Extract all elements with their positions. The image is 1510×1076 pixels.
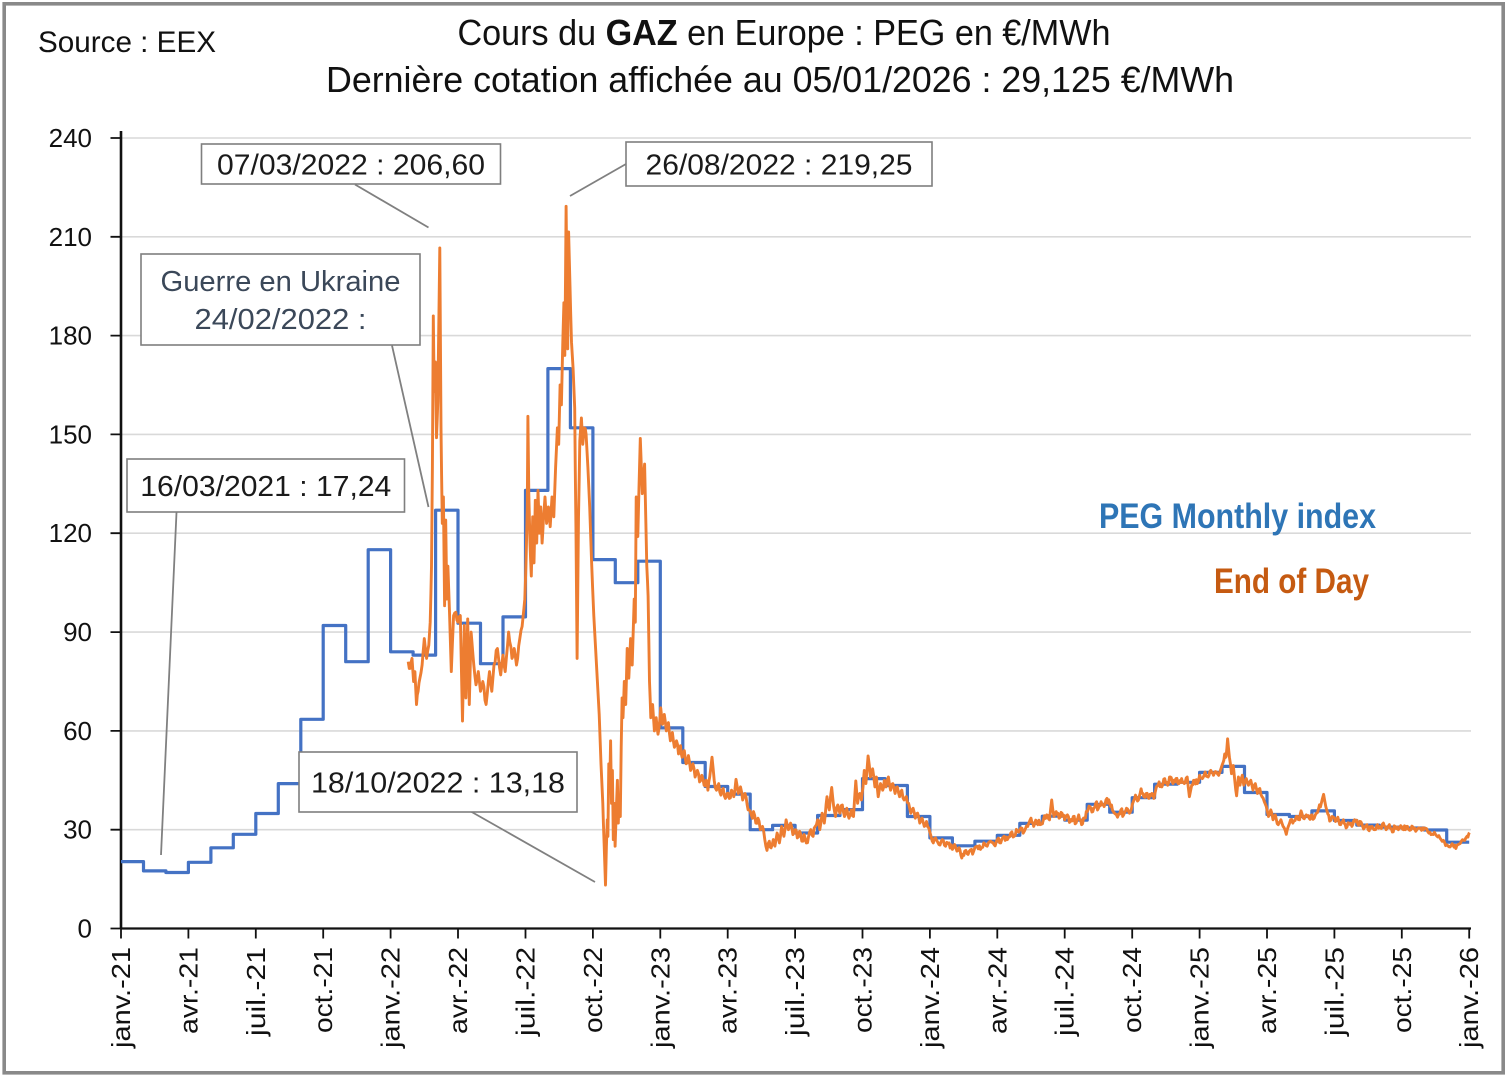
svg-text:janv.-24: janv.-24 bbox=[915, 947, 945, 1049]
svg-text:24/02/2022 :: 24/02/2022 : bbox=[195, 304, 367, 336]
svg-text:Dernière cotation affichée au: Dernière cotation affichée au 05/01/2026… bbox=[326, 59, 1234, 100]
svg-text:avr.-23: avr.-23 bbox=[713, 947, 743, 1034]
svg-text:janv.-25: janv.-25 bbox=[1185, 947, 1215, 1049]
svg-text:janv.-22: janv.-22 bbox=[376, 947, 406, 1049]
svg-text:janv.-21: janv.-21 bbox=[106, 947, 136, 1049]
svg-text:oct.-23: oct.-23 bbox=[848, 947, 878, 1033]
svg-text:90: 90 bbox=[63, 617, 92, 647]
svg-text:240: 240 bbox=[49, 123, 92, 153]
svg-text:210: 210 bbox=[49, 222, 92, 252]
svg-text:avr.-25: avr.-25 bbox=[1252, 947, 1282, 1034]
svg-text:30: 30 bbox=[63, 815, 92, 845]
svg-text:16/03/2021 : 17,24: 16/03/2021 : 17,24 bbox=[140, 471, 391, 503]
svg-text:18/10/2022 : 13,18: 18/10/2022 : 13,18 bbox=[311, 767, 565, 799]
svg-text:0: 0 bbox=[78, 914, 92, 944]
svg-text:janv.-26: janv.-26 bbox=[1454, 947, 1484, 1049]
svg-text:avr.-21: avr.-21 bbox=[173, 947, 203, 1034]
svg-text:avr.-22: avr.-22 bbox=[443, 947, 473, 1034]
svg-text:juil.-22: juil.-22 bbox=[511, 947, 541, 1037]
svg-text:juil.-25: juil.-25 bbox=[1319, 947, 1349, 1037]
svg-text:07/03/2022 : 206,60: 07/03/2022 : 206,60 bbox=[217, 149, 485, 181]
svg-text:juil.-23: juil.-23 bbox=[780, 947, 810, 1037]
svg-text:Guerre en Ukraine: Guerre en Ukraine bbox=[161, 266, 401, 298]
svg-text:janv.-23: janv.-23 bbox=[645, 947, 675, 1049]
svg-text:Source : EEX: Source : EEX bbox=[38, 26, 216, 59]
svg-text:26/08/2022 : 219,25: 26/08/2022 : 219,25 bbox=[646, 149, 913, 181]
svg-text:60: 60 bbox=[63, 716, 92, 746]
svg-text:juil.-21: juil.-21 bbox=[241, 947, 271, 1037]
svg-text:End of Day: End of Day bbox=[1214, 562, 1369, 601]
svg-text:juil.-24: juil.-24 bbox=[1050, 947, 1080, 1037]
svg-text:150: 150 bbox=[49, 419, 92, 449]
svg-text:180: 180 bbox=[49, 321, 92, 351]
svg-text:oct.-25: oct.-25 bbox=[1387, 947, 1417, 1033]
svg-text:Cours du GAZ en Europe : PEG e: Cours du GAZ en Europe : PEG en €/MWh bbox=[458, 12, 1111, 53]
svg-text:oct.-24: oct.-24 bbox=[1117, 947, 1147, 1033]
svg-text:oct.-22: oct.-22 bbox=[578, 947, 608, 1033]
svg-text:avr.-24: avr.-24 bbox=[982, 947, 1012, 1034]
svg-text:PEG Monthly index: PEG Monthly index bbox=[1099, 497, 1376, 536]
svg-text:120: 120 bbox=[49, 518, 92, 548]
svg-text:oct.-21: oct.-21 bbox=[308, 947, 338, 1033]
